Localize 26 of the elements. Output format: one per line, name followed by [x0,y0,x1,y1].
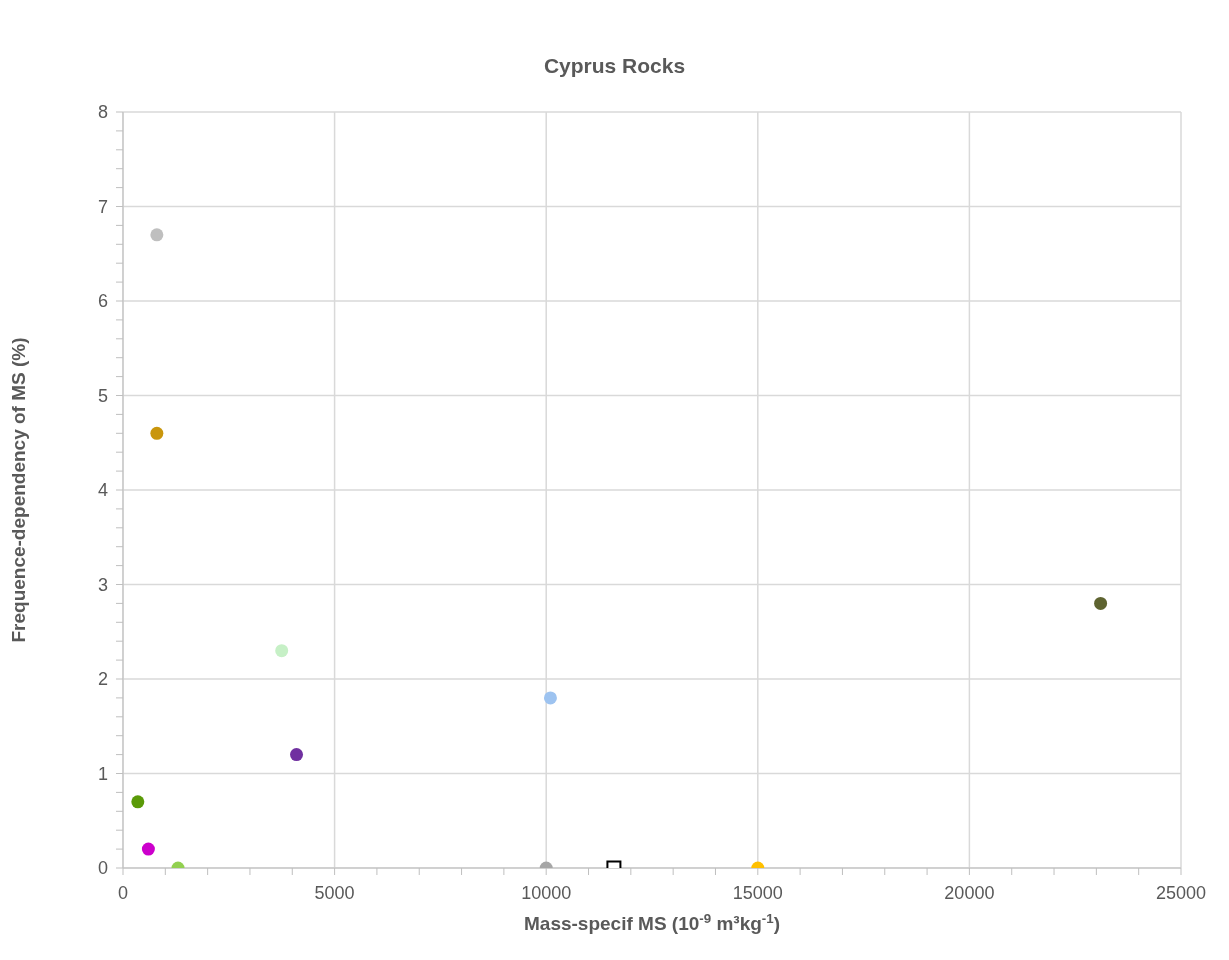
point [290,748,304,762]
y-tick-label: 2 [97,669,108,689]
point [150,426,164,440]
point [543,691,557,705]
y-tick-label: 0 [97,858,108,878]
x-tick-label: 5000 [314,883,355,903]
y-axis-title: Frequence-dependency of MS (%) [8,337,29,643]
point [150,228,164,242]
point [1094,596,1108,610]
point [131,795,145,809]
x-axis-title: Mass-specif MS (10$^{-9}$ m³kg$^{-1}$) [524,910,780,934]
point [275,644,289,658]
y-tick-label: 3 [97,574,108,595]
x-tick-label: 10000 [521,883,572,903]
y-tick-label: 4 [97,480,108,500]
y-tick-label: 8 [97,102,108,122]
y-tick-label: 1 [97,763,108,784]
x-tick-label: 0 [117,883,129,903]
x-tick-label: 25000 [1155,883,1207,903]
y-tick-label: 5 [97,385,108,406]
point [141,842,155,856]
chart-title: Cyprus Rocks [542,53,687,79]
x-tick-label: 15000 [732,883,783,903]
x-tick-label: 20000 [944,883,995,903]
y-tick-label: 7 [97,196,108,217]
y-tick-label: 6 [97,291,108,311]
